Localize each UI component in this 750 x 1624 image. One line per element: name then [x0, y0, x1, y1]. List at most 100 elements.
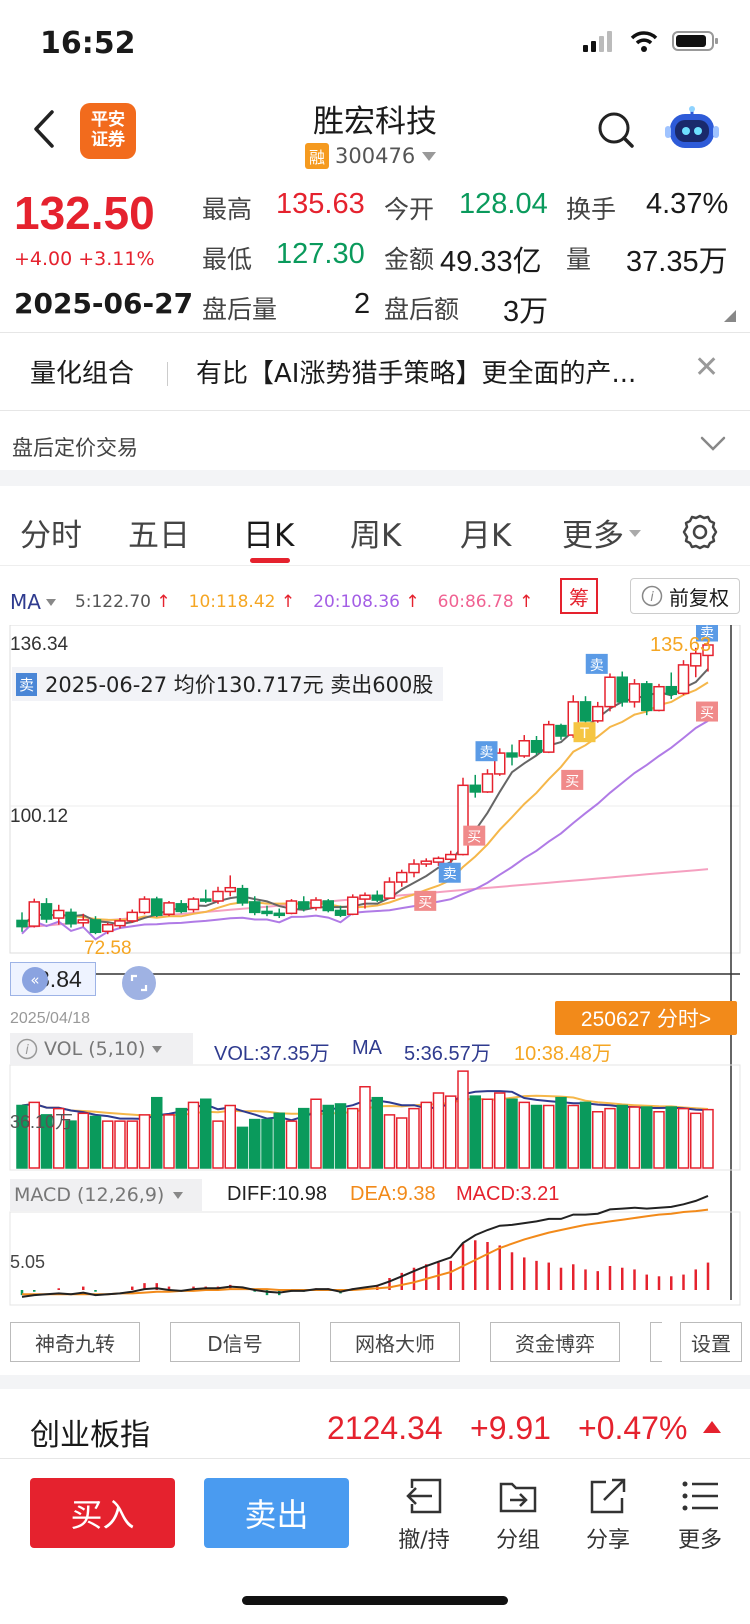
price-change: +4.00 +3.11%: [14, 248, 155, 270]
intraday-link-button[interactable]: 250627 分时>: [555, 1001, 737, 1035]
volume-indicator-label: VOL (5,10): [44, 1038, 146, 1060]
more-button[interactable]: 更多: [660, 1476, 740, 1554]
candle-body: [383, 881, 396, 899]
index-name[interactable]: 创业板指: [30, 1418, 150, 1453]
volume-bar: [236, 1126, 249, 1169]
search-icon[interactable]: [596, 110, 636, 150]
sell-button[interactable]: 卖出: [204, 1478, 349, 1548]
marker-label: 买: [700, 706, 714, 722]
tab-monthly-k[interactable]: 月K: [460, 518, 512, 554]
candle-body: [555, 724, 567, 737]
share-icon: [590, 1478, 626, 1514]
candle-body: [665, 685, 677, 696]
status-icons: [582, 30, 720, 52]
nine-turn-button[interactable]: 神奇九转: [10, 1322, 140, 1362]
marker-label: 买: [418, 895, 432, 911]
candle-body: [530, 740, 543, 753]
tab-daily-k[interactable]: 日K: [243, 518, 295, 554]
tab-weekly-k[interactable]: 周K: [350, 518, 402, 554]
group-button[interactable]: 分组: [478, 1476, 558, 1554]
after-hours-trade-label[interactable]: 盘后定价交易: [12, 436, 138, 460]
volume-bar: [530, 1104, 543, 1169]
svg-text:i: i: [650, 590, 654, 605]
fund-game-button[interactable]: 资金博弈: [490, 1322, 620, 1362]
candle-body: [494, 752, 506, 775]
candle-body: [126, 911, 138, 922]
candle-body: [641, 683, 653, 712]
volume-panel-frame: [9, 1064, 741, 1171]
price-adjust-label: 前复权: [669, 585, 729, 610]
volume-bar: [151, 1096, 163, 1169]
volume-bar: [28, 1101, 40, 1169]
tab-intraday[interactable]: 分时: [20, 518, 82, 554]
buy-button[interactable]: 买入: [30, 1478, 175, 1548]
ma-label: MA: [10, 590, 41, 614]
folder-icon: [499, 1482, 537, 1513]
current-price: 132.50: [14, 187, 155, 239]
price-adjust-button[interactable]: i 前复权: [630, 578, 740, 614]
more-indicators-button[interactable]: [650, 1322, 662, 1362]
chip-distribution-button[interactable]: 筹: [560, 578, 598, 614]
turnover-value: 4.37%: [646, 188, 729, 220]
volume-bar: [359, 1086, 371, 1169]
candle-body: [481, 773, 494, 793]
grid-master-button[interactable]: 网格大师: [330, 1322, 460, 1362]
macd-diff: DIFF:10.98: [227, 1183, 328, 1205]
banner-tag[interactable]: 量化组合: [30, 359, 135, 389]
tab-more[interactable]: 更多: [562, 510, 642, 555]
candle-body: [187, 898, 200, 911]
marker-label: 卖: [700, 626, 714, 642]
expand-icon[interactable]: [122, 966, 156, 1000]
back-icon[interactable]: [24, 104, 64, 154]
volume-bar: [457, 1070, 469, 1169]
robot-assistant-icon[interactable]: [664, 106, 720, 156]
vol-value: VOL:37.35万: [214, 1043, 330, 1065]
volume-bar: [310, 1098, 322, 1169]
volume-indicator-selector[interactable]: i VOL (5,10): [10, 1033, 193, 1065]
volume-bar: [628, 1106, 641, 1169]
group-label: 分组: [495, 1528, 540, 1553]
candle-body: [273, 912, 285, 917]
volume-bar: [77, 1112, 89, 1169]
cancel-hold-button[interactable]: 撤/持: [384, 1476, 464, 1554]
price-panel-frame: [9, 625, 741, 954]
ma-selector[interactable]: MA: [10, 590, 57, 614]
candle-body: [16, 919, 28, 928]
buy-marker: [696, 701, 718, 722]
volume-bar: [249, 1118, 261, 1169]
trade-record[interactable]: 卖 2025-06-27 均价130.717元 卖出600股: [12, 667, 444, 701]
battery-icon: [672, 31, 718, 51]
stock-title: 胜宏科技: [313, 104, 437, 140]
collapse-icon[interactable]: «: [22, 967, 48, 993]
volume-bar: [396, 1117, 408, 1169]
volume-bar: [285, 1120, 298, 1169]
marker-label: 买: [467, 830, 481, 846]
chevron-down-icon[interactable]: [700, 430, 726, 456]
indicator-settings-button[interactable]: 设置: [680, 1322, 742, 1362]
volume-bar: [261, 1118, 273, 1169]
quote-date: 2025-06-27: [14, 287, 194, 320]
divider: [0, 1458, 750, 1459]
share-button[interactable]: 分享: [568, 1476, 648, 1554]
d-signal-button[interactable]: D信号: [170, 1322, 300, 1362]
candle-body: [310, 899, 322, 909]
volume-bar: [89, 1115, 102, 1169]
gear-icon[interactable]: [680, 512, 720, 552]
candle-body: [89, 919, 102, 934]
volume-bar: [40, 1114, 53, 1169]
sell-marker: [475, 741, 498, 762]
up-arrow-icon[interactable]: [703, 1421, 721, 1433]
banner-text[interactable]: 有比【AI涨势猎手策略】更全面的产...: [196, 359, 637, 389]
stock-code-selector[interactable]: 融 300476: [305, 143, 437, 169]
tab-five-day[interactable]: 五日: [128, 518, 190, 554]
candle-body: [28, 901, 40, 927]
volume-bar: [506, 1098, 518, 1169]
banner-close-icon[interactable]: ✕: [694, 350, 720, 385]
expand-corner-icon[interactable]: [724, 310, 736, 322]
volume-bar: [616, 1104, 628, 1169]
macd-indicator-selector[interactable]: MACD (12,26,9): [10, 1179, 202, 1211]
amount-label: 金额: [384, 245, 435, 274]
ma-legend[interactable]: MA 5:122.70 ↑ 10:118.42 ↑ 20:108.36 ↑ 60…: [10, 590, 533, 614]
volume-bar: [383, 1114, 396, 1169]
